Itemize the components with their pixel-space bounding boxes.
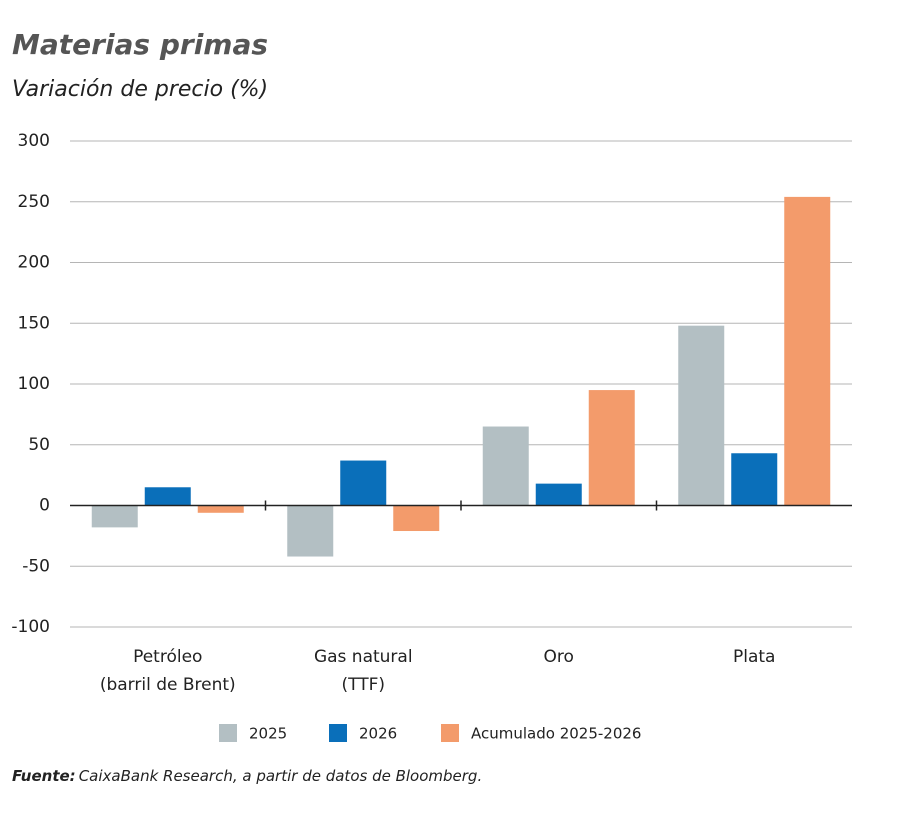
x-tick-label-line: Gas natural xyxy=(314,647,413,667)
legend-label: 2026 xyxy=(359,725,397,743)
chart-subtitle: Variación de precio (%) xyxy=(12,77,268,102)
chart-title: Materias primas xyxy=(12,28,268,61)
bar xyxy=(197,505,244,513)
y-tick-label: -50 xyxy=(22,556,50,576)
y-tick-label: 100 xyxy=(18,374,50,394)
source: Fuente: CaixaBank Research, a partir de d… xyxy=(12,767,482,785)
legend-label: Acumulado 2025-2026 xyxy=(471,725,641,743)
legend-swatch xyxy=(329,724,347,742)
bar xyxy=(784,196,831,506)
bar xyxy=(144,487,191,506)
bar xyxy=(340,460,387,506)
bar xyxy=(287,505,334,557)
x-tick-label-line: Petróleo xyxy=(133,647,202,667)
legend-swatch xyxy=(441,724,459,742)
source-text: CaixaBank Research, a partir de datos de… xyxy=(79,767,483,785)
y-tick-label: 0 xyxy=(39,496,50,516)
x-tick-label-line: (barril de Brent) xyxy=(100,675,236,695)
legend-label: 2025 xyxy=(249,725,287,743)
bar xyxy=(731,453,778,506)
x-tick-label-line: (TTF) xyxy=(341,675,385,695)
bar xyxy=(588,390,635,506)
bar xyxy=(91,505,138,528)
x-tick-label: Gas natural (TTF) xyxy=(314,647,413,695)
y-tick-label: 150 xyxy=(18,313,50,333)
x-tick-label: Plata xyxy=(733,647,775,667)
x-tick-label-line: Plata xyxy=(733,647,775,667)
bar xyxy=(678,325,725,506)
legend-swatch xyxy=(219,724,237,742)
x-tick-label: Oro xyxy=(544,647,574,667)
y-tick-label: 50 xyxy=(28,435,50,455)
y-tick-label: -100 xyxy=(11,617,50,637)
y-tick-label: 300 xyxy=(18,131,50,151)
source-label: Fuente: xyxy=(12,767,76,785)
y-tick-label: 200 xyxy=(18,253,50,273)
bar xyxy=(535,483,582,506)
x-tick-label: Petróleo (barril de Brent) xyxy=(100,647,236,695)
bar xyxy=(393,505,440,532)
bar xyxy=(482,426,529,506)
y-tick-label: 250 xyxy=(18,192,50,212)
x-tick-label-line: Oro xyxy=(544,647,574,667)
